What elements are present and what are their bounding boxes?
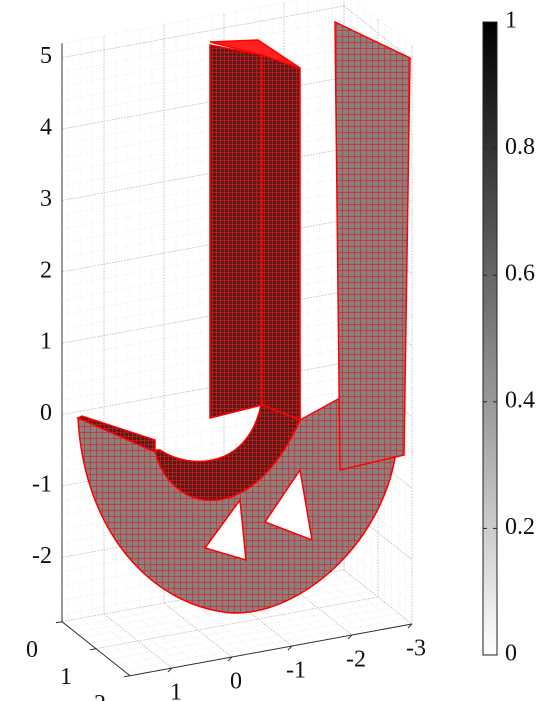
tick-mark — [123, 675, 131, 678]
tick-mark — [227, 656, 233, 662]
j-left-top — [209, 39, 301, 69]
colorbar-tick-label: 1 — [505, 8, 517, 34]
minor-grid — [61, 348, 345, 401]
minor-grid — [61, 234, 345, 287]
x-tick-label: 1 — [170, 680, 182, 701]
z-tick-label: -1 — [32, 472, 52, 498]
colorbar-tick-label: 0.6 — [505, 261, 535, 287]
z-tick-label: 5 — [40, 43, 52, 69]
minor-grid — [61, 177, 345, 230]
y-tick-label: 0 — [26, 637, 38, 663]
minor-grid — [61, 334, 345, 387]
minor-grid — [61, 34, 345, 87]
y-tick-label: 1 — [60, 664, 72, 690]
colorbar — [482, 21, 498, 656]
minor-grid — [109, 607, 392, 660]
x-tick-label: -1 — [286, 658, 306, 684]
minor-grid — [354, 0, 413, 46]
z-tick-label: 1 — [40, 329, 52, 355]
minor-grid — [61, 5, 345, 58]
minor-grid — [61, 0, 301, 44]
colorbar-tick-label: 0.8 — [505, 134, 535, 160]
tick-mark — [167, 667, 173, 673]
x-tick-label: -3 — [406, 636, 426, 662]
tick-mark — [347, 634, 353, 640]
minor-grid — [235, 589, 305, 645]
j-right-pillar — [334, 20, 411, 471]
axis-line — [129, 623, 413, 677]
minor-grid — [211, 593, 281, 649]
minor-grid — [95, 596, 379, 649]
tick-mark — [55, 621, 63, 624]
minor-grid — [116, 612, 399, 666]
minor-grid — [343, 519, 413, 575]
tick-mark — [287, 645, 293, 651]
z-tick-label: 0 — [40, 400, 52, 426]
minor-grid — [102, 602, 385, 655]
tick-mark — [89, 648, 97, 651]
y-tick-label: 2 — [94, 691, 106, 701]
minor-grid — [61, 276, 345, 330]
minor-grid — [89, 591, 372, 644]
minor-grid — [61, 48, 345, 101]
x-tick-label: 0 — [230, 669, 242, 695]
hole — [203, 497, 247, 562]
x-tick-label: -2 — [346, 647, 366, 673]
j-left-tip — [76, 415, 156, 454]
z-tick-label: 4 — [40, 115, 52, 141]
tick-mark — [407, 623, 413, 629]
minor-grid — [61, 19, 345, 73]
j-left-side — [261, 53, 301, 422]
minor-grid — [61, 162, 345, 216]
colorbar-tick-label: 0.2 — [505, 514, 535, 540]
colorbar-tick-label: 0.4 — [505, 387, 535, 413]
j-left-front — [209, 44, 263, 419]
z-tick-label: -2 — [32, 543, 52, 569]
minor-grid — [343, 534, 413, 589]
z-tick-label: 2 — [40, 257, 52, 283]
hole — [263, 468, 313, 542]
colorbar-tick-label: 0 — [505, 641, 517, 667]
voxel-structure — [76, 20, 411, 614]
minor-grid — [199, 596, 269, 651]
z-tick-label: 3 — [40, 186, 52, 212]
grid-line — [223, 591, 293, 647]
minor-grid — [187, 598, 257, 653]
axis-line — [61, 621, 131, 677]
minor-grid — [61, 105, 345, 158]
minor-grid — [123, 618, 406, 671]
